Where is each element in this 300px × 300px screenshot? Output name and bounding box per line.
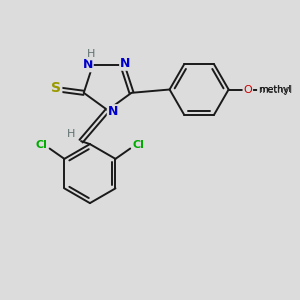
Text: N: N	[120, 57, 130, 70]
Text: N: N	[108, 105, 118, 118]
Text: Cl: Cl	[133, 140, 144, 150]
Text: S: S	[51, 81, 61, 95]
Text: O: O	[243, 85, 252, 94]
Text: methyl: methyl	[260, 85, 291, 94]
Text: H: H	[87, 50, 96, 59]
Text: H: H	[67, 129, 75, 139]
Text: N: N	[82, 58, 93, 71]
Text: methyl: methyl	[258, 85, 292, 94]
Text: Cl: Cl	[35, 140, 47, 150]
